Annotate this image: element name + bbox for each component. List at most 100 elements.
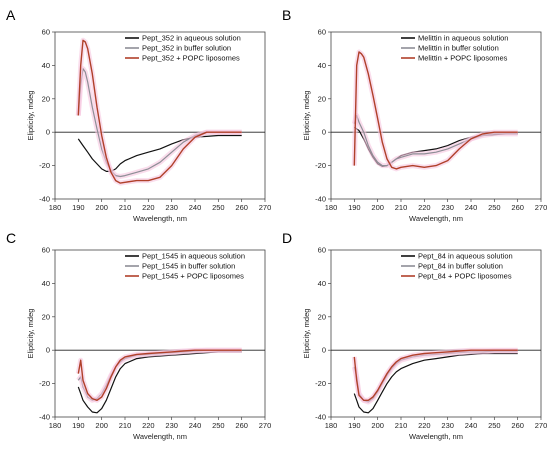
x-tick-label: 190 bbox=[72, 203, 85, 212]
y-tick-label: 20 bbox=[42, 94, 50, 103]
y-axis-title: Elipticity, mdeg bbox=[26, 91, 35, 141]
x-tick-label: 230 bbox=[441, 203, 454, 212]
series-line bbox=[353, 349, 518, 401]
legend-entry: Melittin in aqueous solution bbox=[418, 34, 508, 43]
panel-letter: B bbox=[282, 7, 291, 23]
x-tick-label: 250 bbox=[212, 203, 225, 212]
x-tick-label: 190 bbox=[348, 203, 361, 212]
y-tick-label: -20 bbox=[315, 161, 326, 170]
series-line bbox=[77, 39, 242, 184]
x-axis-title: Wavelength, nm bbox=[133, 214, 187, 223]
y-tick-label: 60 bbox=[42, 246, 50, 255]
x-tick-label: 250 bbox=[212, 421, 225, 430]
y-tick-label: 60 bbox=[318, 28, 326, 37]
x-tick-label: 220 bbox=[142, 421, 155, 430]
error-band bbox=[75, 66, 242, 179]
x-tick-label: 240 bbox=[189, 421, 202, 430]
x-tick-label: 220 bbox=[418, 421, 431, 430]
series-line bbox=[77, 351, 242, 414]
x-tick-label: 180 bbox=[49, 203, 62, 212]
x-tick-label: 180 bbox=[325, 421, 338, 430]
x-tick-label: 260 bbox=[511, 203, 524, 212]
y-tick-label: 40 bbox=[318, 61, 326, 70]
x-tick-label: 180 bbox=[325, 203, 338, 212]
x-tick-label: 260 bbox=[235, 203, 248, 212]
x-tick-label: 200 bbox=[95, 421, 108, 430]
legend-entry: Pept_84 in aqueous solution bbox=[418, 252, 513, 261]
x-tick-label: 270 bbox=[259, 203, 272, 212]
x-tick-label: 260 bbox=[511, 421, 524, 430]
y-tick-label: 60 bbox=[318, 246, 326, 255]
legend-entry: Pept_352 in buffer solution bbox=[142, 44, 231, 53]
error-band bbox=[75, 347, 242, 403]
chart-panel-c: C 180 190 200 210 220 230 240 250 260 270 -40 -20 0 20… bbox=[6, 230, 271, 441]
x-tick-label: 210 bbox=[395, 421, 408, 430]
y-tick-label: -40 bbox=[315, 413, 326, 422]
x-tick-label: 230 bbox=[441, 421, 454, 430]
x-axis-title: Wavelength, nm bbox=[409, 432, 463, 441]
panel-letter: A bbox=[6, 7, 16, 23]
y-tick-label: 40 bbox=[318, 279, 326, 288]
x-tick-label: 200 bbox=[371, 203, 384, 212]
series-line bbox=[353, 51, 518, 170]
y-tick-label: 20 bbox=[42, 312, 50, 321]
y-tick-label: 40 bbox=[42, 279, 50, 288]
legend-entry: Pept_1545 in buffer solution bbox=[142, 262, 235, 271]
plot-frame bbox=[330, 249, 542, 418]
chart-panel-d: D 180 190 200 210 220 230 240 250 260 270 -40 -20 0 20… bbox=[282, 230, 547, 441]
error-band bbox=[351, 347, 518, 403]
series-line bbox=[77, 349, 242, 401]
x-tick-label: 230 bbox=[165, 203, 178, 212]
legend-entry: Pept_1545 in aqueous solution bbox=[142, 252, 245, 261]
plot-frame bbox=[54, 31, 266, 200]
x-tick-label: 180 bbox=[49, 421, 62, 430]
x-tick-label: 240 bbox=[465, 421, 478, 430]
y-tick-label: -20 bbox=[39, 161, 50, 170]
plot-frame bbox=[54, 249, 266, 418]
y-tick-label: -40 bbox=[39, 413, 50, 422]
legend-entry: Pept_84 in buffer solution bbox=[418, 262, 503, 271]
chart-panel-a: A 180 190 200 210 220 230 240 250 260 270 -40 -20 0 20… bbox=[6, 7, 271, 223]
y-tick-label: 20 bbox=[318, 312, 326, 321]
plot-frame bbox=[330, 31, 542, 200]
legend-entry: Pept_84 + POPC liposomes bbox=[418, 272, 512, 281]
x-tick-label: 190 bbox=[72, 421, 85, 430]
x-tick-label: 200 bbox=[95, 203, 108, 212]
x-tick-label: 270 bbox=[259, 421, 272, 430]
panel-letter: D bbox=[282, 230, 292, 246]
y-tick-label: 0 bbox=[46, 346, 50, 355]
y-tick-label: 0 bbox=[46, 128, 50, 137]
y-tick-label: 40 bbox=[42, 61, 50, 70]
y-tick-label: -20 bbox=[315, 379, 326, 388]
x-tick-label: 210 bbox=[119, 203, 132, 212]
series-line bbox=[77, 134, 242, 172]
y-tick-label: -40 bbox=[39, 195, 50, 204]
y-tick-label: 20 bbox=[318, 94, 326, 103]
x-tick-label: 220 bbox=[418, 203, 431, 212]
x-tick-label: 270 bbox=[535, 203, 548, 212]
y-tick-label: 60 bbox=[42, 28, 50, 37]
x-tick-label: 210 bbox=[395, 203, 408, 212]
x-tick-label: 250 bbox=[488, 203, 501, 212]
y-axis-title: Elipticity, mdeg bbox=[302, 91, 311, 141]
y-axis-title: Elipticity, mdeg bbox=[26, 309, 35, 359]
y-axis-title: Elipticity, mdeg bbox=[302, 309, 311, 359]
x-tick-label: 240 bbox=[189, 203, 202, 212]
y-tick-label: 0 bbox=[322, 128, 326, 137]
y-tick-label: -20 bbox=[39, 379, 50, 388]
x-tick-label: 270 bbox=[535, 421, 548, 430]
x-tick-label: 260 bbox=[235, 421, 248, 430]
x-tick-label: 240 bbox=[465, 203, 478, 212]
x-tick-label: 210 bbox=[119, 421, 132, 430]
x-tick-label: 200 bbox=[371, 421, 384, 430]
x-tick-label: 230 bbox=[165, 421, 178, 430]
y-tick-label: 0 bbox=[322, 346, 326, 355]
x-tick-label: 220 bbox=[142, 203, 155, 212]
legend-entry: Pept_352 + POPC liposomes bbox=[142, 54, 240, 63]
legend-entry: Melittin + POPC liposomes bbox=[418, 54, 508, 63]
x-axis-title: Wavelength, nm bbox=[133, 432, 187, 441]
legend-entry: Melittin in buffer solution bbox=[418, 44, 499, 53]
x-tick-label: 190 bbox=[348, 421, 361, 430]
y-tick-label: -40 bbox=[315, 195, 326, 204]
